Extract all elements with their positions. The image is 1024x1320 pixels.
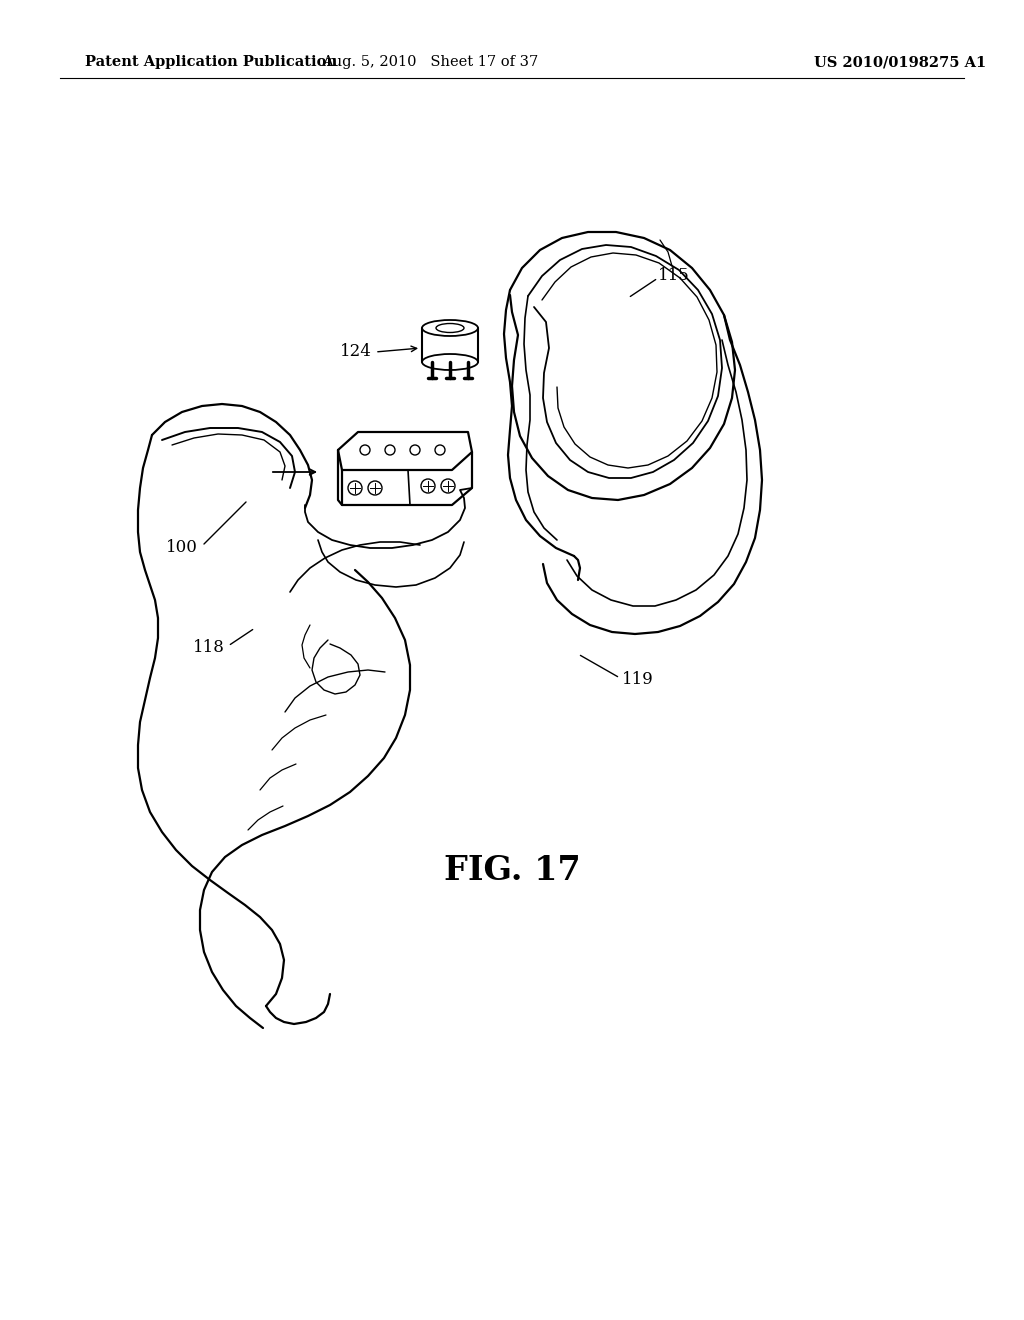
- Text: 118: 118: [194, 639, 225, 656]
- Text: 124: 124: [340, 343, 372, 360]
- Text: Aug. 5, 2010   Sheet 17 of 37: Aug. 5, 2010 Sheet 17 of 37: [322, 55, 539, 69]
- Text: 115: 115: [658, 267, 690, 284]
- Text: 119: 119: [622, 672, 653, 689]
- Text: FIG. 17: FIG. 17: [443, 854, 581, 887]
- Text: 100: 100: [166, 540, 198, 557]
- Text: Patent Application Publication: Patent Application Publication: [85, 55, 337, 69]
- Text: US 2010/0198275 A1: US 2010/0198275 A1: [814, 55, 986, 69]
